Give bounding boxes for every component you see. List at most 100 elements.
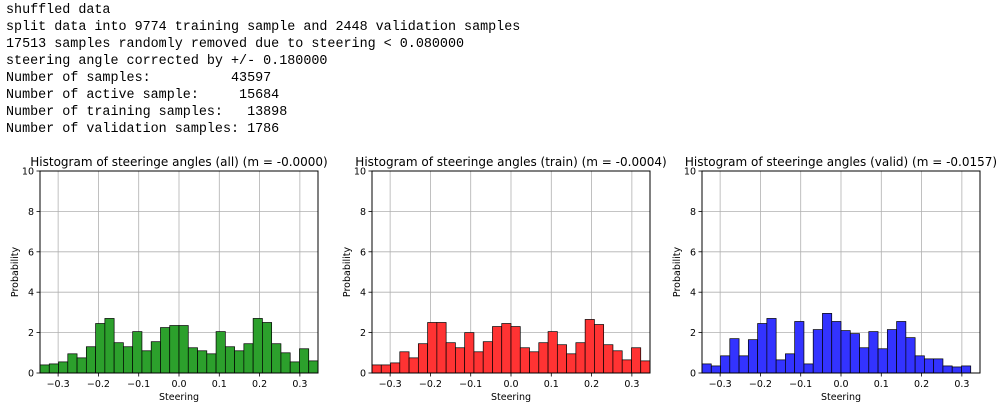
y-axis-label: Probability: [10, 247, 21, 298]
x-tick-label: 0.1: [544, 379, 559, 390]
x-axis-label: Steering: [159, 392, 199, 403]
histogram-bar: [812, 329, 823, 374]
x-tick-label: 0.3: [624, 379, 639, 390]
log-line: steering angle corrected by +/- 0.180000: [6, 54, 328, 69]
x-tick-label: 0.0: [171, 379, 186, 390]
histogram-bar: [803, 363, 814, 374]
log-line: 17513 samples randomly removed due to st…: [6, 37, 465, 52]
histogram-bar: [308, 360, 319, 374]
x-tick-label: −0.1: [459, 379, 482, 390]
histogram-bar: [547, 331, 558, 374]
x-tick-label: −0.2: [87, 379, 110, 390]
histogram-bar: [445, 342, 456, 374]
histogram-bar: [868, 331, 879, 374]
histogram-panel: −0.3 −0.2 −0.1 0.0 0.1 0.2 0.3 0 2 4 6 8 10Histogram…: [10, 155, 328, 403]
histogram-bar: [529, 351, 540, 374]
console-output: shuffled data split data into 9774 traini…: [6, 2, 520, 138]
histogram-bar: [160, 327, 171, 374]
histogram-bar: [951, 366, 962, 374]
histogram-bar: [603, 344, 614, 374]
histogram-charts: −0.3 −0.2 −0.1 0.0 0.1 0.2 0.30246810Histogram…: [10, 155, 996, 403]
y-tick-label: 8: [360, 207, 366, 218]
histogram-bar: [710, 365, 721, 374]
log-line: split data into 9774 training sample and…: [6, 20, 521, 35]
histogram-bar: [123, 346, 134, 374]
histogram-bar: [371, 364, 382, 374]
histogram-bar: [464, 332, 475, 374]
histogram-bar: [510, 326, 521, 374]
histogram-bar: [584, 319, 595, 374]
histogram-bar: [729, 338, 740, 374]
histogram-bar: [831, 321, 842, 374]
y-tick-label: 6: [360, 247, 366, 258]
histogram-bar: [206, 353, 217, 374]
histogram-bar: [85, 346, 96, 374]
histogram-bar: [775, 359, 786, 374]
histogram-bar: [840, 330, 851, 374]
histogram-bar: [914, 355, 925, 374]
y-tick-label: 2: [360, 328, 366, 339]
histogram-bar: [794, 321, 805, 374]
histogram-bar: [380, 364, 391, 374]
histogram-bar: [427, 322, 438, 374]
y-tick-label: 4: [360, 288, 366, 299]
histogram-bar: [822, 313, 833, 374]
histogram-bar: [234, 350, 245, 374]
x-tick-label: −0.2: [419, 379, 442, 390]
histogram-bar: [141, 350, 152, 374]
histogram-bar: [95, 323, 106, 374]
x-tick-label: −0.3: [379, 379, 402, 390]
histogram-bar: [747, 339, 758, 374]
x-axis-label: Steering: [491, 392, 531, 403]
histogram-bar: [519, 347, 530, 374]
histogram-bar: [399, 351, 410, 374]
y-tick-label: 10: [684, 167, 696, 178]
histogram-bar: [886, 329, 897, 374]
histogram-bar: [757, 323, 768, 374]
histogram-bar: [39, 364, 50, 374]
histogram-bar: [621, 359, 632, 374]
x-tick-label: 0.1: [874, 379, 889, 390]
histogram-bar: [215, 331, 226, 374]
histogram-bar: [933, 358, 944, 374]
histogram-bar: [187, 347, 198, 374]
histogram-bar: [243, 343, 254, 374]
log-line: Number of samples: 43597: [6, 71, 272, 86]
histogram-bar: [280, 352, 291, 374]
histogram-bar: [104, 318, 115, 374]
x-axis-label: Steering: [821, 392, 861, 403]
histogram-bar: [455, 347, 466, 374]
histogram-bar: [896, 321, 907, 374]
y-tick-label: 10: [22, 167, 34, 178]
x-tick-label: −0.1: [127, 379, 150, 390]
x-tick-label: 0.3: [954, 379, 969, 390]
histogram-bar: [271, 343, 282, 374]
log-line: Number of validation samples: 1786: [6, 122, 280, 137]
histogram-bar: [859, 347, 870, 374]
histogram-bar: [556, 344, 567, 374]
y-tick-label: 0: [360, 369, 366, 380]
histogram-bar: [612, 350, 623, 374]
histogram-bar: [701, 363, 712, 374]
histogram-bar: [924, 358, 935, 374]
histogram-bar: [766, 318, 777, 374]
y-tick-label: 4: [690, 288, 696, 299]
y-tick-label: 2: [28, 328, 34, 339]
histogram-bar: [252, 318, 263, 374]
histogram-panel: −0.3 −0.2 −0.1 0.0 0.1 0.2 0.3 0 2 4 6 8 10Histogram…: [672, 155, 996, 403]
histogram-bar: [132, 331, 143, 374]
x-tick-label: 0.2: [584, 379, 599, 390]
histogram-bar: [299, 348, 310, 374]
histogram-bar: [262, 322, 273, 374]
histogram-bar: [67, 353, 78, 374]
x-tick-label: 0.3: [292, 379, 307, 390]
histogram-bar: [178, 325, 189, 374]
histogram-bar: [224, 346, 235, 374]
histogram-bar: [169, 325, 180, 374]
histogram-bar: [501, 323, 512, 374]
histogram-bar: [150, 341, 161, 374]
x-tick-label: −0.3: [709, 379, 732, 390]
histogram-bar: [482, 341, 493, 374]
y-tick-label: 6: [28, 247, 34, 258]
histogram-bar: [849, 333, 860, 374]
